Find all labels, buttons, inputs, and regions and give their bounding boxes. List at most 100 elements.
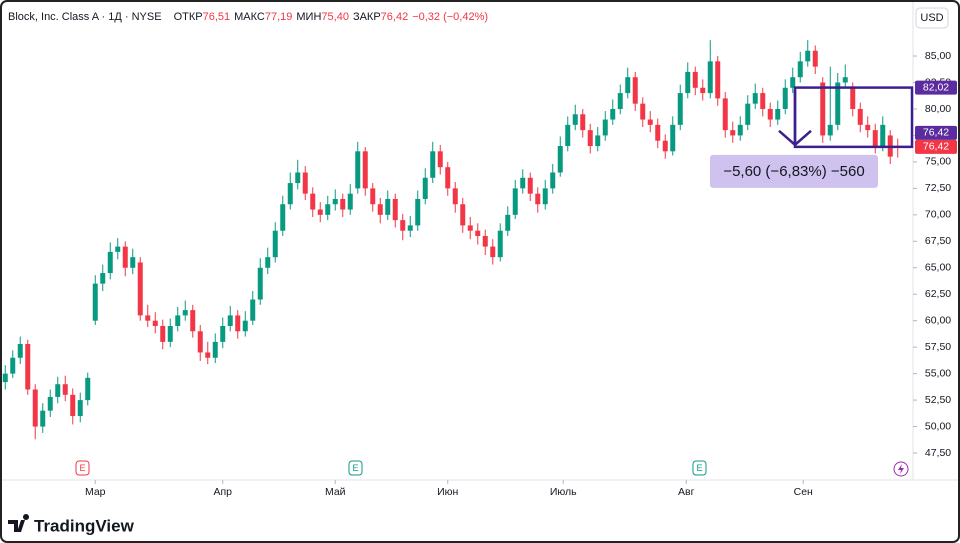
candle-body — [835, 82, 841, 125]
candle-body — [220, 325, 226, 342]
candle-body — [497, 230, 503, 258]
candle-body — [152, 320, 158, 326]
brand[interactable]: TradingView — [34, 516, 135, 535]
y-tick-label: 85,00 — [925, 50, 951, 62]
y-tick-label: 75,00 — [925, 156, 951, 168]
candle-body — [550, 172, 556, 189]
field-value: 75,40 — [321, 11, 349, 23]
field-value: 77,19 — [265, 11, 293, 23]
candle-body — [130, 257, 136, 268]
candle-body — [692, 71, 698, 88]
candle-body — [857, 108, 863, 125]
candle-body — [632, 77, 638, 104]
candle-body — [182, 310, 188, 316]
svg-text:E: E — [696, 463, 702, 473]
candle-body — [430, 151, 436, 178]
candle-body — [407, 225, 413, 231]
measure-arrow — [778, 89, 812, 147]
candle-body — [512, 188, 518, 215]
candle-body — [175, 315, 181, 326]
candle-body — [865, 124, 871, 131]
candle-body — [602, 119, 608, 136]
y-tick-label: 70,00 — [925, 209, 951, 221]
currency[interactable]: USD — [920, 12, 943, 24]
x-tick-label: Июль — [550, 486, 577, 498]
candle-body — [445, 167, 451, 189]
candle-body — [572, 114, 578, 125]
candle-body — [205, 352, 211, 358]
candle-body — [737, 124, 743, 136]
candle-body — [715, 61, 721, 99]
candle-body — [767, 108, 773, 120]
candle-body — [775, 108, 781, 120]
candle-body — [670, 124, 676, 152]
candle-body — [812, 50, 818, 67]
candle-body — [310, 193, 316, 210]
candle-body — [107, 251, 113, 274]
candle-body — [587, 130, 593, 147]
price-marker-label: 76,42 — [923, 127, 949, 139]
candle-body — [730, 130, 736, 136]
candle-body — [467, 225, 473, 231]
candle-body — [137, 262, 143, 316]
candle-body — [100, 273, 106, 284]
candle-body — [115, 246, 121, 252]
candle-body — [527, 177, 533, 194]
candle-body — [272, 230, 278, 258]
y-tick-label: 52,50 — [925, 394, 951, 406]
candle-body — [377, 204, 383, 215]
candle-body — [122, 246, 128, 268]
candle-body — [25, 343, 31, 390]
candle-body — [415, 198, 421, 226]
price-marker-label: 82,02 — [923, 81, 949, 93]
svg-text:E: E — [79, 463, 85, 473]
candle-body — [700, 87, 706, 94]
x-tick-label: Авг — [678, 486, 695, 498]
candle-body — [257, 267, 263, 300]
candle-body — [475, 230, 481, 237]
candle-body — [482, 236, 488, 247]
candle-body — [595, 135, 601, 147]
field-value: 76,51 — [203, 11, 231, 23]
candle-body — [250, 299, 256, 321]
price-marker-label: 76,42 — [923, 141, 949, 153]
y-tick-label: 60,00 — [925, 314, 951, 326]
candle-body — [280, 204, 286, 231]
measure-box — [710, 154, 878, 188]
candle-body — [167, 325, 173, 342]
candle-body — [685, 71, 691, 94]
change: −0,32 (−0,42%) — [412, 11, 488, 23]
y-tick-label: 67,50 — [925, 235, 951, 247]
candle-body — [332, 198, 338, 205]
candle-body — [362, 151, 368, 189]
price-marker — [915, 139, 957, 154]
field-label: МАКС — [234, 11, 265, 23]
price-marker — [915, 125, 957, 140]
candle-body — [707, 61, 713, 94]
candle-body — [145, 315, 151, 321]
candle-body — [805, 50, 811, 62]
field-label: МИН — [296, 11, 321, 23]
candle-body — [70, 394, 76, 416]
candle-body — [460, 204, 466, 226]
candle-body — [782, 87, 788, 109]
currency-box[interactable] — [915, 7, 949, 29]
candle-body — [40, 410, 46, 427]
candle-body — [370, 188, 376, 205]
candle-body — [640, 103, 646, 120]
y-tick-label: 57,50 — [925, 341, 951, 353]
candle-body — [797, 61, 803, 78]
title: Block, Inc. Class A · 1Д · NYSE — [8, 11, 162, 23]
y-tick-label: 72,50 — [925, 182, 951, 194]
candle-body — [295, 172, 301, 184]
candle-body — [10, 357, 16, 374]
x-tick-label: Май — [325, 486, 346, 498]
svg-text:E: E — [352, 463, 358, 473]
field-label: ОТКР — [174, 11, 203, 23]
candle-body — [827, 124, 833, 136]
candle-body — [625, 77, 631, 94]
logo[interactable]: TradingView — [8, 514, 135, 535]
candle-body — [880, 124, 886, 147]
